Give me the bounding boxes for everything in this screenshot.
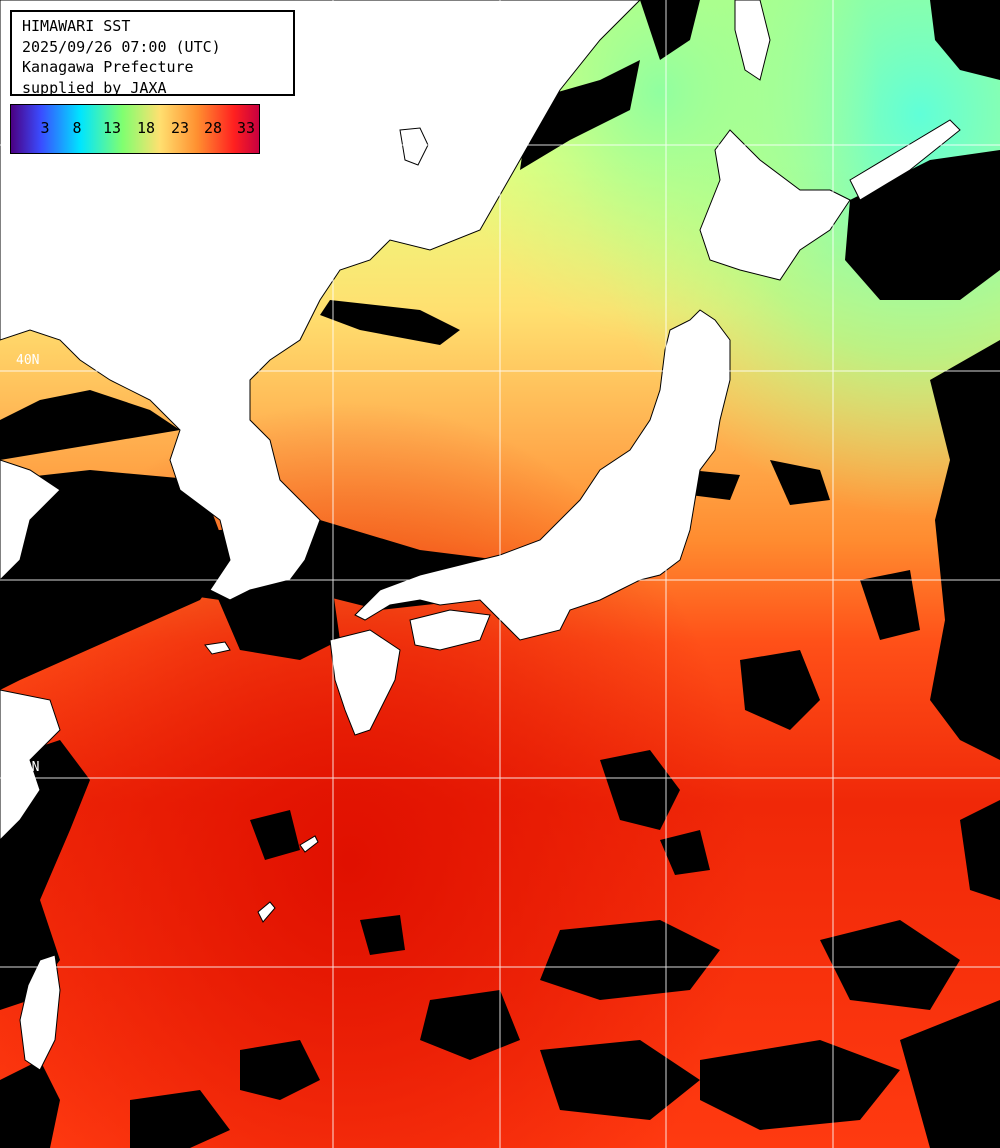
- shikoku: [409, 609, 491, 651]
- sakhalin: [734, 0, 771, 81]
- legend-tick: 18: [136, 119, 156, 137]
- ulleung-island: [399, 127, 429, 166]
- kyushu: [329, 629, 401, 736]
- observation-datetime: 2025/09/26 07:00 (UTC): [22, 37, 221, 56]
- lat-label-30n: 30N: [16, 760, 40, 775]
- kuril-islands: [849, 119, 961, 201]
- legend-tick: 28: [203, 119, 223, 137]
- okinawa: [257, 901, 276, 923]
- china-east-coast: [0, 689, 61, 841]
- jeju-island: [204, 641, 231, 655]
- legend-tick: 3: [40, 119, 50, 137]
- data-credit: supplied by JAXA: [22, 78, 167, 97]
- temperature-legend: 3 8 13 18 23 28 33: [10, 104, 260, 154]
- info-box: HIMAWARI SST 2025/09/26 07:00 (UTC) Kana…: [10, 10, 295, 97]
- amami: [299, 835, 319, 853]
- legend-colorbar: [11, 105, 259, 153]
- legend-tick: 13: [102, 119, 122, 137]
- region-label: Kanagawa Prefecture: [22, 58, 194, 76]
- china-coast: [0, 459, 61, 581]
- map-title: HIMAWARI SST: [22, 17, 131, 35]
- legend-tick: 23: [170, 119, 190, 137]
- lat-label-40n: 40N: [16, 353, 40, 368]
- legend-tick: 8: [72, 119, 82, 137]
- hokkaido: [699, 129, 851, 281]
- legend-tick: 33: [236, 119, 256, 137]
